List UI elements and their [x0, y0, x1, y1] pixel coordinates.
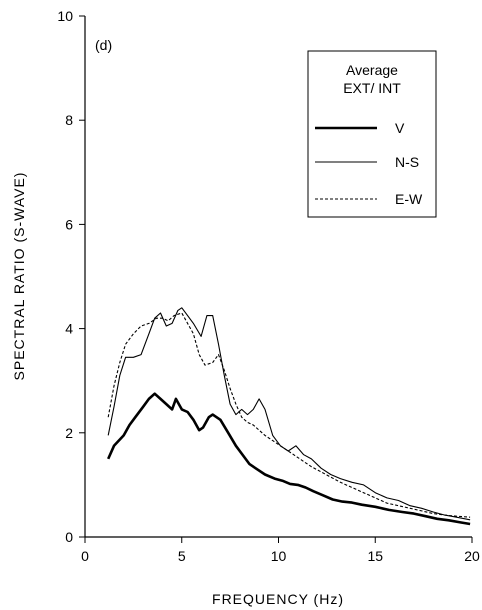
series-line-e-w	[107, 312, 471, 518]
series-line-v	[107, 392, 471, 526]
y-tick-label-2: 2	[65, 425, 73, 441]
y-axis-title: SPECTRAL RATIO (S-WAVE)	[11, 172, 27, 381]
x-tick-label-20: 20	[464, 548, 480, 564]
x-tick-label-0: 0	[81, 548, 89, 564]
legend-label-ew: E-W	[395, 191, 423, 207]
y-tick-label-6: 6	[65, 216, 73, 232]
panel-label: (d)	[95, 37, 112, 53]
legend-label-v: V	[395, 120, 405, 136]
y-tick-label-0: 0	[65, 529, 73, 545]
legend: Average EXT/ INT V N-S E-W	[307, 50, 437, 218]
ticks: 0 5 10 15 20 0 2 4 6 8 10	[57, 8, 480, 564]
y-tick-label-10: 10	[57, 8, 73, 24]
y-tick-label-8: 8	[65, 112, 73, 128]
x-axis-title: FREQUENCY (Hz)	[212, 591, 344, 607]
series-lines	[107, 307, 471, 526]
legend-title-line-2: EXT/ INT	[343, 80, 401, 96]
x-tick-label-10: 10	[271, 548, 287, 564]
legend-box	[307, 50, 437, 218]
x-tick-label-15: 15	[367, 548, 383, 564]
y-tick-label-4: 4	[65, 321, 73, 337]
legend-title-line-1: Average	[346, 62, 398, 78]
x-tick-label-5: 5	[178, 548, 186, 564]
legend-label-ns: N-S	[395, 154, 419, 170]
series-line-n-s	[107, 307, 471, 521]
